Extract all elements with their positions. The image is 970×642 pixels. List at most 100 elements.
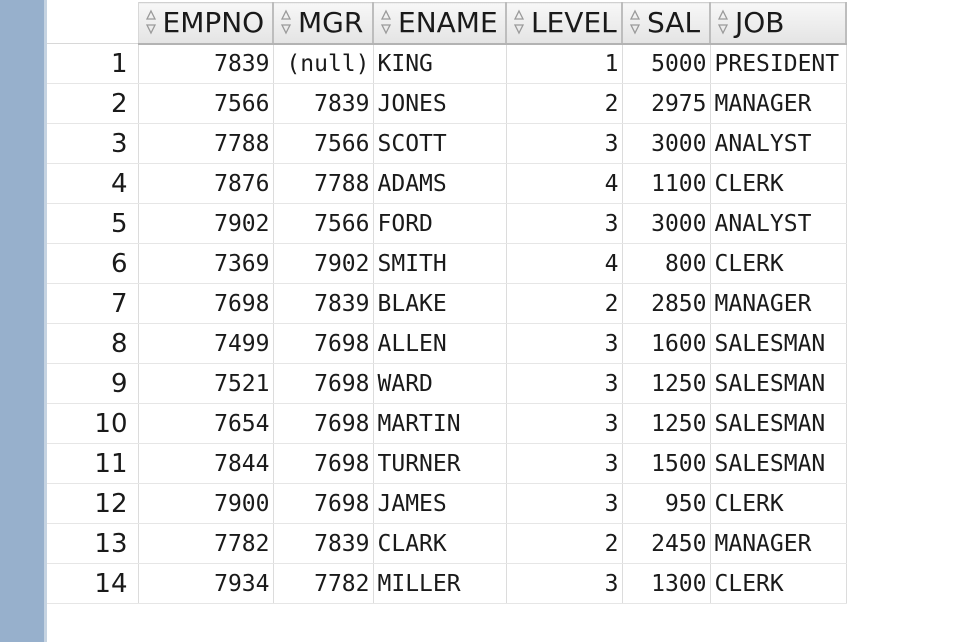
table-row[interactable]: 6 7369 7902 SMITH 4 800 CLERK <box>47 243 847 284</box>
cell-mgr[interactable]: 7902 <box>273 243 374 284</box>
cell-empno[interactable]: 7900 <box>138 483 274 524</box>
table-row[interactable]: 13 7782 7839 CLARK 2 2450 MANAGER <box>47 523 847 564</box>
cell-sal[interactable]: 950 <box>622 483 711 524</box>
cell-ename[interactable]: ADAMS <box>373 163 507 204</box>
table-row[interactable]: 8 7499 7698 ALLEN 3 1600 SALESMAN <box>47 323 847 364</box>
cell-ename[interactable]: ALLEN <box>373 323 507 364</box>
cell-ename[interactable]: CLARK <box>373 523 507 564</box>
cell-level[interactable]: 3 <box>506 563 623 604</box>
table-row[interactable]: 9 7521 7698 WARD 3 1250 SALESMAN <box>47 363 847 404</box>
cell-job[interactable]: MANAGER <box>710 83 847 124</box>
cell-empno[interactable]: 7788 <box>138 123 274 164</box>
cell-level[interactable]: 2 <box>506 83 623 124</box>
cell-job[interactable]: ANALYST <box>710 203 847 244</box>
cell-mgr[interactable]: 7788 <box>273 163 374 204</box>
cell-ename[interactable]: SCOTT <box>373 123 507 164</box>
column-header-sal[interactable]: SAL <box>622 2 711 45</box>
cell-sal[interactable]: 2850 <box>622 283 711 324</box>
cell-level[interactable]: 2 <box>506 283 623 324</box>
cell-ename[interactable]: JONES <box>373 83 507 124</box>
cell-job[interactable]: SALESMAN <box>710 443 847 484</box>
cell-job[interactable]: MANAGER <box>710 283 847 324</box>
cell-level[interactable]: 2 <box>506 523 623 564</box>
cell-sal[interactable]: 800 <box>622 243 711 284</box>
splitter-handle[interactable] <box>44 0 47 642</box>
cell-level[interactable]: 3 <box>506 363 623 404</box>
table-row[interactable]: 1 7839 (null) KING 1 5000 PRESIDENT <box>47 43 847 84</box>
cell-mgr[interactable]: 7782 <box>273 563 374 604</box>
cell-job[interactable]: CLERK <box>710 563 847 604</box>
cell-mgr[interactable]: (null) <box>273 43 374 84</box>
column-header-ename[interactable]: ENAME <box>373 2 507 45</box>
sort-arrows-icon[interactable] <box>380 9 392 35</box>
sort-arrows-icon[interactable] <box>629 9 641 35</box>
cell-mgr[interactable]: 7566 <box>273 203 374 244</box>
cell-empno[interactable]: 7499 <box>138 323 274 364</box>
cell-level[interactable]: 1 <box>506 43 623 84</box>
cell-job[interactable]: SALESMAN <box>710 323 847 364</box>
cell-level[interactable]: 3 <box>506 323 623 364</box>
table-row[interactable]: 5 7902 7566 FORD 3 3000 ANALYST <box>47 203 847 244</box>
cell-sal[interactable]: 1600 <box>622 323 711 364</box>
cell-mgr[interactable]: 7698 <box>273 443 374 484</box>
cell-sal[interactable]: 2975 <box>622 83 711 124</box>
column-header-level[interactable]: LEVEL <box>506 2 623 45</box>
cell-empno[interactable]: 7844 <box>138 443 274 484</box>
table-row[interactable]: 11 7844 7698 TURNER 3 1500 SALESMAN <box>47 443 847 484</box>
cell-mgr[interactable]: 7698 <box>273 403 374 444</box>
cell-job[interactable]: CLERK <box>710 163 847 204</box>
column-header-mgr[interactable]: MGR <box>273 2 374 45</box>
cell-sal[interactable]: 1500 <box>622 443 711 484</box>
cell-job[interactable]: CLERK <box>710 243 847 284</box>
table-row[interactable]: 12 7900 7698 JAMES 3 950 CLERK <box>47 483 847 524</box>
sort-arrows-icon[interactable] <box>513 9 525 35</box>
cell-ename[interactable]: JAMES <box>373 483 507 524</box>
cell-level[interactable]: 4 <box>506 243 623 284</box>
cell-mgr[interactable]: 7839 <box>273 283 374 324</box>
cell-job[interactable]: ANALYST <box>710 123 847 164</box>
sort-arrows-icon[interactable] <box>280 9 292 35</box>
cell-ename[interactable]: MARTIN <box>373 403 507 444</box>
cell-sal[interactable]: 2450 <box>622 523 711 564</box>
cell-empno[interactable]: 7369 <box>138 243 274 284</box>
sort-arrows-icon[interactable] <box>145 9 157 35</box>
table-row[interactable]: 10 7654 7698 MARTIN 3 1250 SALESMAN <box>47 403 847 444</box>
cell-ename[interactable]: MILLER <box>373 563 507 604</box>
cell-mgr[interactable]: 7839 <box>273 83 374 124</box>
cell-empno[interactable]: 7521 <box>138 363 274 404</box>
cell-empno[interactable]: 7566 <box>138 83 274 124</box>
cell-sal[interactable]: 3000 <box>622 203 711 244</box>
cell-mgr[interactable]: 7566 <box>273 123 374 164</box>
cell-empno[interactable]: 7934 <box>138 563 274 604</box>
cell-mgr[interactable]: 7698 <box>273 323 374 364</box>
cell-level[interactable]: 3 <box>506 203 623 244</box>
cell-empno[interactable]: 7876 <box>138 163 274 204</box>
cell-mgr[interactable]: 7698 <box>273 363 374 404</box>
column-header-empno[interactable]: EMPNO <box>138 2 274 45</box>
cell-empno[interactable]: 7839 <box>138 43 274 84</box>
cell-ename[interactable]: WARD <box>373 363 507 404</box>
cell-level[interactable]: 3 <box>506 443 623 484</box>
cell-job[interactable]: SALESMAN <box>710 363 847 404</box>
cell-empno[interactable]: 7698 <box>138 283 274 324</box>
cell-ename[interactable]: SMITH <box>373 243 507 284</box>
cell-sal[interactable]: 1250 <box>622 403 711 444</box>
column-header-job[interactable]: JOB <box>710 2 847 45</box>
cell-level[interactable]: 3 <box>506 483 623 524</box>
cell-mgr[interactable]: 7698 <box>273 483 374 524</box>
table-row[interactable]: 7 7698 7839 BLAKE 2 2850 MANAGER <box>47 283 847 324</box>
cell-sal[interactable]: 1100 <box>622 163 711 204</box>
cell-sal[interactable]: 5000 <box>622 43 711 84</box>
cell-sal[interactable]: 1250 <box>622 363 711 404</box>
table-row[interactable]: 3 7788 7566 SCOTT 3 3000 ANALYST <box>47 123 847 164</box>
cell-level[interactable]: 3 <box>506 123 623 164</box>
cell-ename[interactable]: TURNER <box>373 443 507 484</box>
cell-job[interactable]: SALESMAN <box>710 403 847 444</box>
cell-level[interactable]: 4 <box>506 163 623 204</box>
cell-level[interactable]: 3 <box>506 403 623 444</box>
cell-job[interactable]: PRESIDENT <box>710 43 847 84</box>
table-row[interactable]: 14 7934 7782 MILLER 3 1300 CLERK <box>47 563 847 604</box>
table-row[interactable]: 4 7876 7788 ADAMS 4 1100 CLERK <box>47 163 847 204</box>
cell-job[interactable]: CLERK <box>710 483 847 524</box>
cell-ename[interactable]: BLAKE <box>373 283 507 324</box>
